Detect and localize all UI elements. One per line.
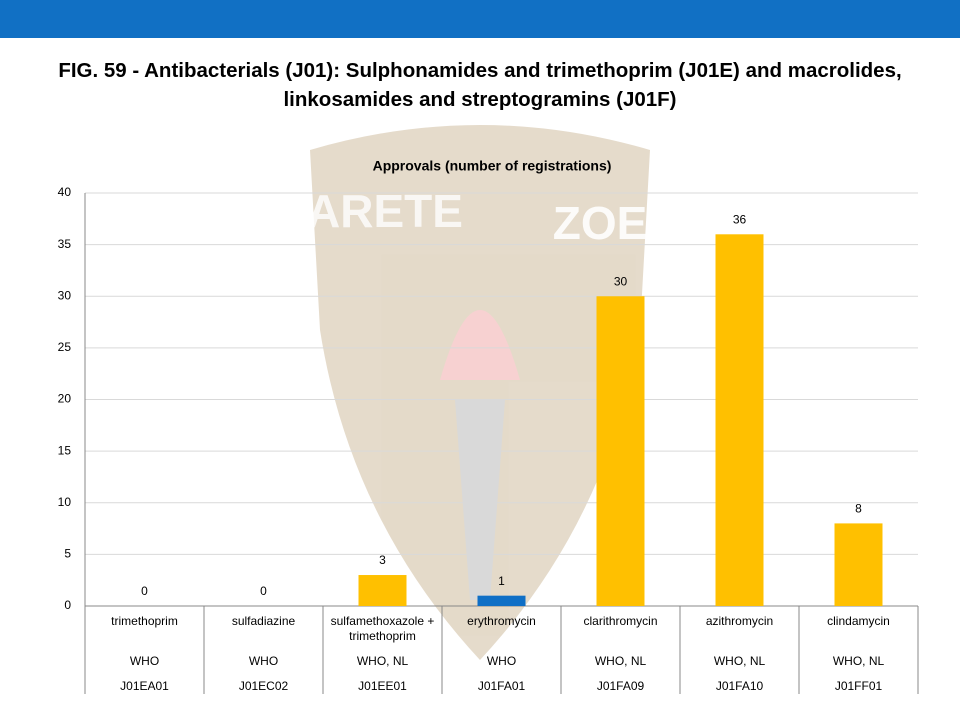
x-tick-label: azithromycin	[705, 614, 774, 628]
y-tick-label: 5	[64, 547, 71, 561]
header-bar	[0, 0, 960, 38]
data-label: 8	[855, 502, 862, 516]
category-code-label: J01FA10	[715, 679, 764, 693]
data-label: 0	[260, 584, 267, 598]
bar	[834, 523, 883, 606]
x-tick-label: erythromycin	[467, 614, 536, 628]
y-tick-label: 10	[58, 495, 72, 509]
category-code-label: J01EA01	[120, 679, 169, 693]
y-tick-label: 25	[58, 340, 72, 354]
data-label: 3	[379, 553, 386, 567]
x-tick-label: clindamycin	[827, 614, 890, 628]
data-label: 0	[141, 584, 148, 598]
y-tick-label: 20	[58, 392, 72, 406]
category-group-label: WHO, NL	[594, 654, 647, 668]
data-label: 36	[733, 212, 747, 226]
bar	[715, 234, 764, 607]
bar	[596, 296, 645, 606]
y-tick-label: 15	[58, 443, 72, 457]
category-group-label: WHO	[486, 654, 517, 668]
category-group-label: WHO, NL	[356, 654, 409, 668]
watermark-text: ZOE	[553, 197, 648, 249]
bar	[477, 595, 526, 606]
category-code-label: J01FA01	[477, 679, 526, 693]
watermark-text: ARETE	[307, 185, 463, 237]
x-tick-label: sulfamethoxazole + trimethoprim	[330, 614, 435, 643]
x-tick-label: clarithromycin	[583, 614, 658, 628]
y-tick-label: 30	[58, 288, 72, 302]
category-group-label: WHO	[129, 654, 160, 668]
data-label: 30	[614, 274, 628, 288]
category-code-label: J01EE01	[358, 679, 407, 693]
x-tick-label: sulfadiazine	[231, 614, 296, 628]
x-tick-label: trimethoprim	[111, 614, 178, 628]
category-group-label: WHO, NL	[713, 654, 766, 668]
category-code-label: J01EC02	[238, 679, 289, 693]
watermark-shield	[310, 125, 650, 660]
chart-title: FIG. 59 - Antibacterials (J01): Sulphona…	[58, 59, 902, 111]
data-label: 1	[498, 574, 505, 588]
chart-subtitle: Approvals (number of registrations)	[373, 158, 612, 174]
category-group-label: WHO, NL	[832, 654, 885, 668]
category-group-label: WHO	[248, 654, 279, 668]
category-code-label: J01FF01	[834, 679, 883, 693]
y-tick-label: 40	[58, 185, 72, 199]
y-tick-label: 35	[58, 237, 72, 251]
y-tick-label: 0	[64, 598, 71, 612]
bar	[358, 575, 407, 606]
category-code-label: J01FA09	[596, 679, 645, 693]
